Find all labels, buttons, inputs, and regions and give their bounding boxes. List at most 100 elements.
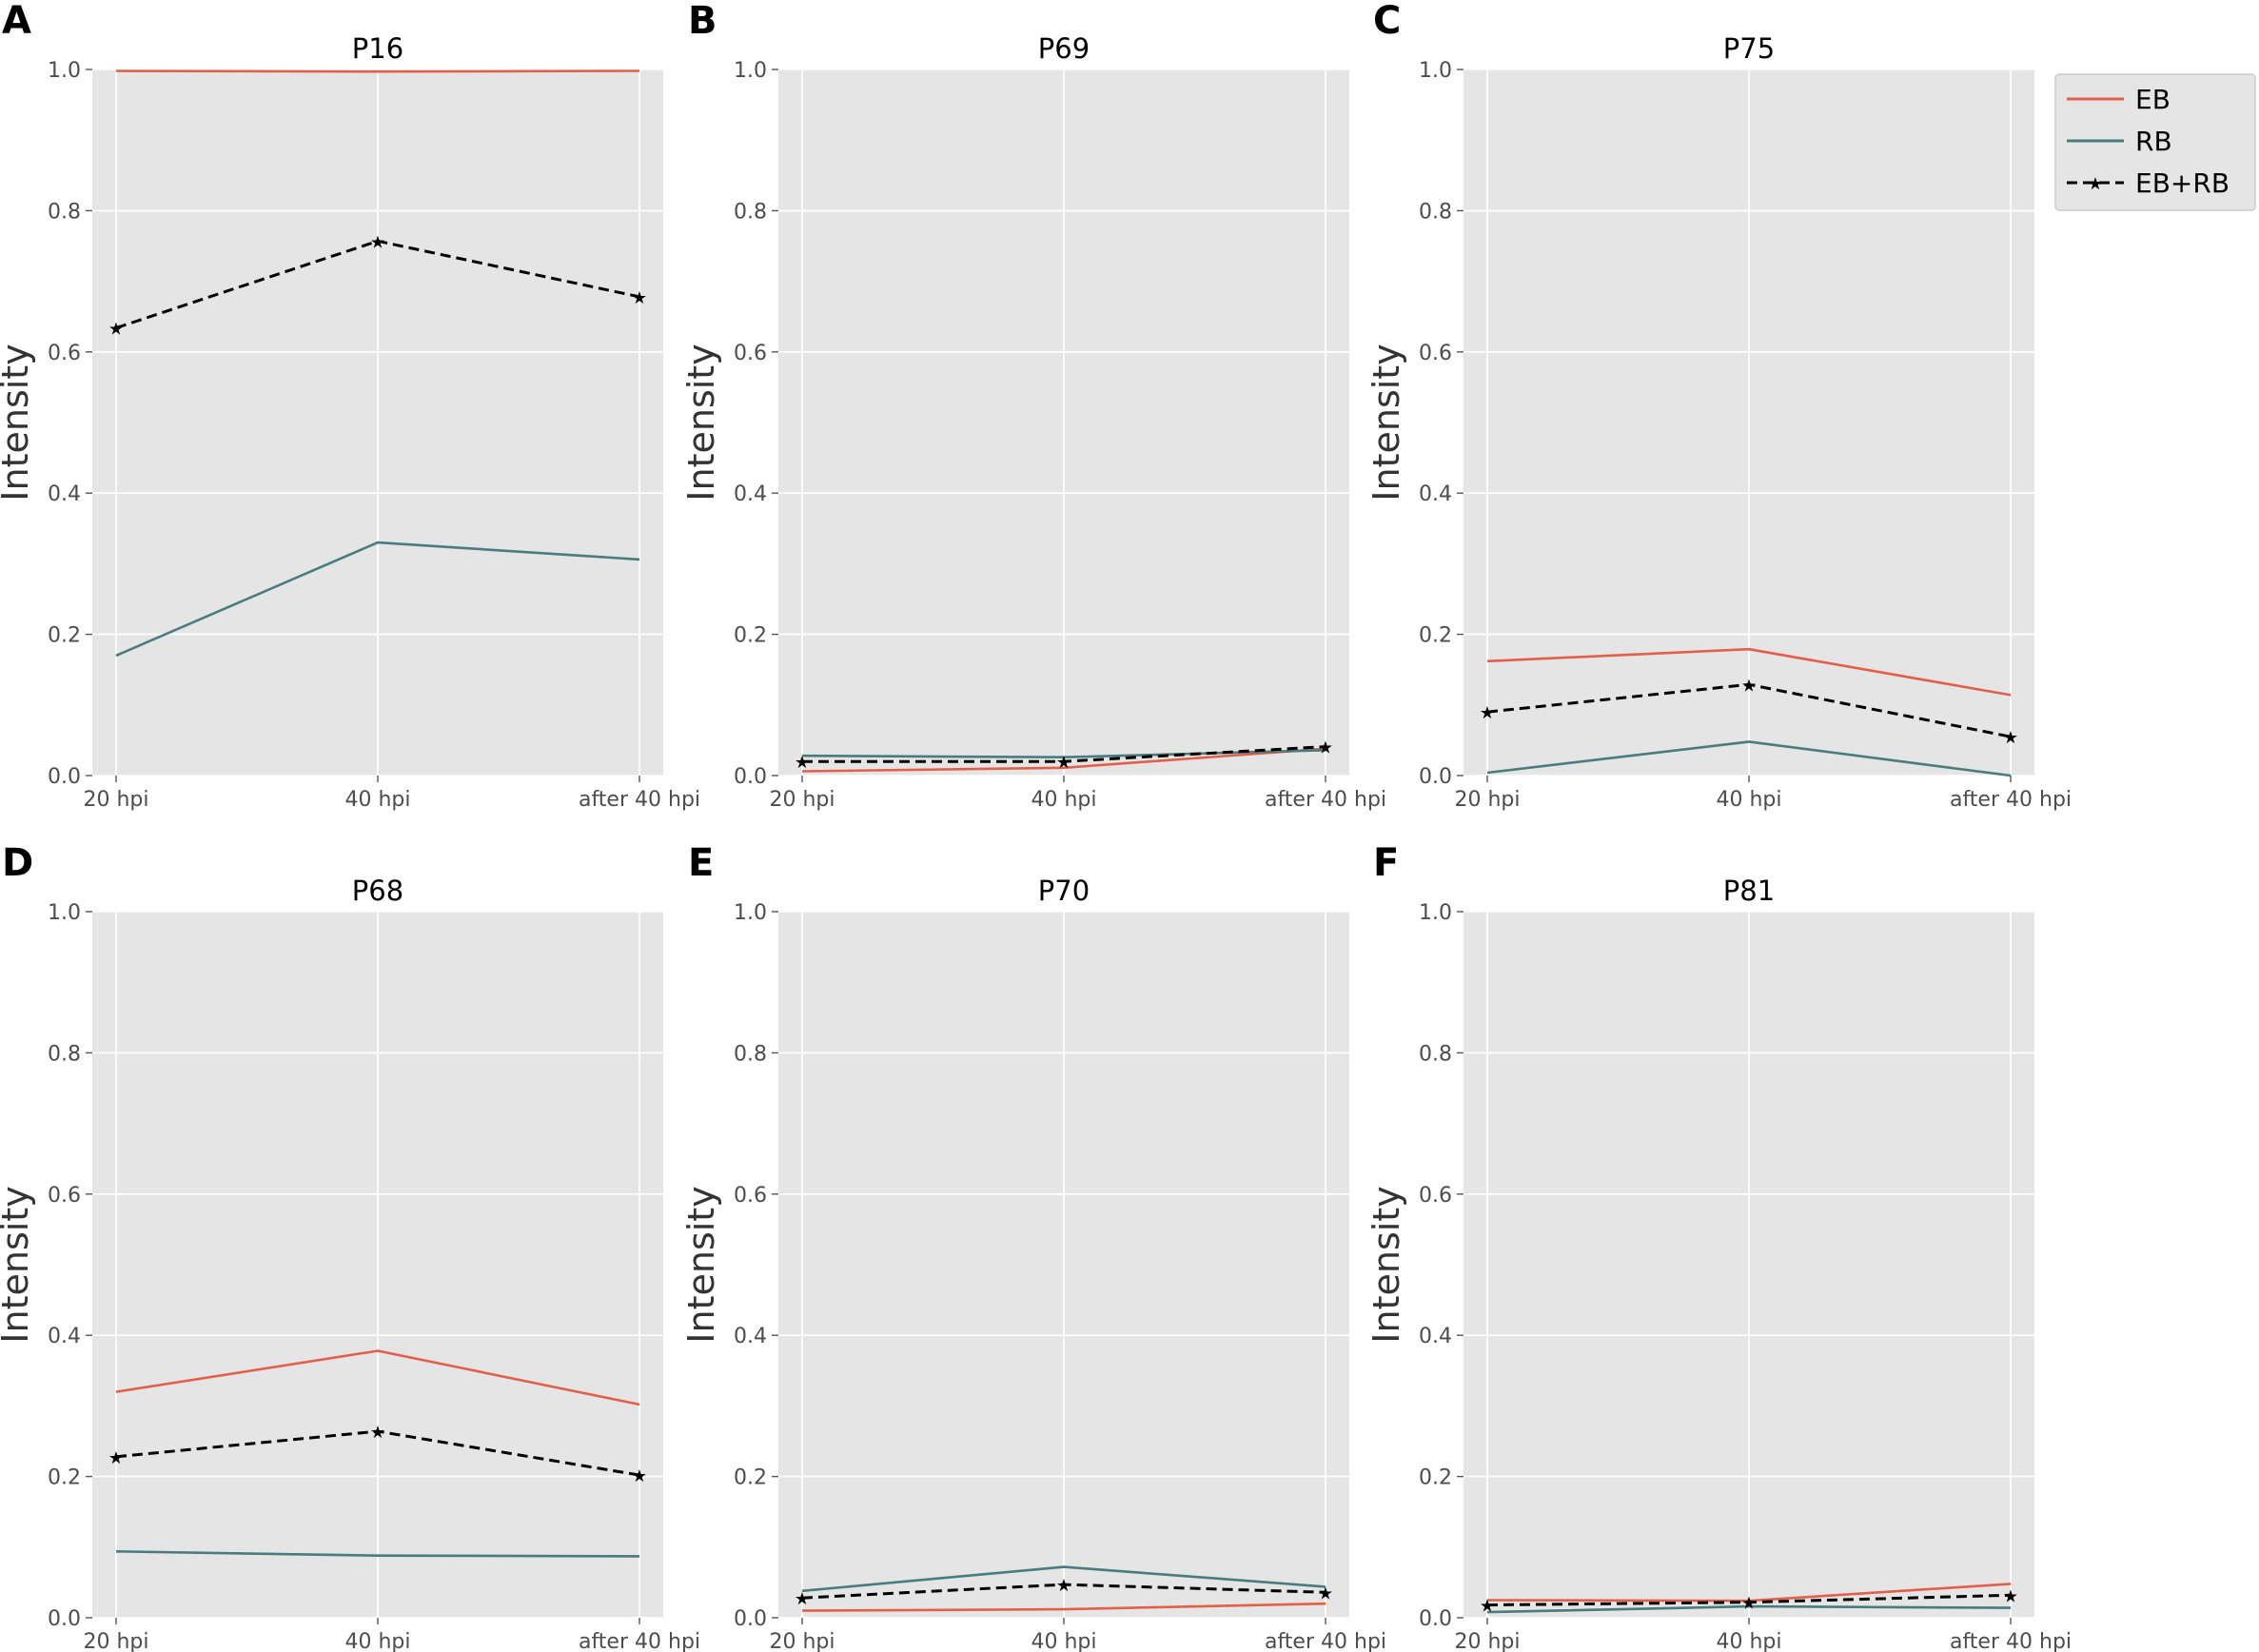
x-tick-label: after 40 hpi [579,1630,700,1652]
data-point-marker: ★ [632,288,647,308]
panel-title: P68 [352,875,403,907]
y-tick-label: 0.2 [1419,624,1452,648]
panel-letter: B [688,0,717,43]
series-line-eb-plus-rb [802,745,1326,763]
data-point-marker: ★ [108,1448,124,1468]
data-point-marker: ★ [632,1466,647,1486]
x-tick-label: 20 hpi [83,1630,148,1652]
data-point-marker: ★ [1318,1583,1333,1603]
y-tick-label: 0.8 [1419,1042,1452,1066]
series-line-rb [1486,1604,2012,1614]
panel-title: P70 [1038,875,1090,907]
data-point-marker: ★ [1741,1594,1757,1614]
y-tick-label: 1.0 [48,901,81,925]
x-tick-label: after 40 hpi [1265,1630,1386,1652]
y-tick-label: 0.6 [734,1184,767,1208]
panel-title: P81 [1723,875,1775,907]
data-point-marker: ★ [1318,738,1333,758]
panel-b: 0.0 0.2 0.4 0.6 0.8 1.0 20 hpi 40 hpi after 40 h… [680,0,1386,812]
y-tick-label: 0.2 [48,624,81,648]
x-tick-label: after 40 hpi [1265,788,1386,812]
x-tick-label: 40 hpi [1716,1630,1781,1652]
x-tick-label: after 40 hpi [1950,1630,2072,1652]
legend-marker: ★ [2088,174,2103,194]
x-tick-label: after 40 hpi [579,788,700,812]
y-tick-label: 0.0 [1419,1607,1452,1631]
y-tick-label: 0.8 [734,1042,767,1066]
series-line-eb-plus-rb [801,1583,1326,1600]
series-line-rb [115,541,640,658]
series-line-eb-plus-rb [115,239,640,330]
y-tick-label: 1.0 [1419,59,1452,83]
panel-letter: F [1373,841,1399,885]
y-tick-label: 0.2 [48,1466,81,1490]
x-tick-label: 40 hpi [1716,788,1781,812]
panel-letter: D [2,841,33,885]
y-tick-label: 0.4 [734,482,767,506]
y-tick-label: 0.0 [48,765,81,789]
x-tick-label: 20 hpi [769,1630,835,1652]
panel-title: P75 [1723,32,1775,65]
y-tick-label: 0.4 [1419,1325,1452,1348]
series-line-eb [801,747,1326,773]
y-axis-title: Intensity [1365,344,1407,501]
series-line-rb [801,1565,1326,1593]
data-point-marker: ★ [2003,728,2018,748]
x-tick-label: 40 hpi [1031,1630,1096,1652]
y-tick-label: 0.4 [1419,482,1452,506]
series-line-rb [115,1550,640,1558]
panel-title: P69 [1038,32,1090,65]
y-tick-label: 0.6 [734,342,767,365]
series-line-eb [115,69,640,73]
y-tick-label: 0.0 [734,1607,767,1631]
x-tick-label: 20 hpi [769,788,835,812]
series-line-eb-plus-rb [1486,682,2012,738]
panel-f: 0.0 0.2 0.4 0.6 0.8 1.0 20 hpi 40 hpi after 40 h… [1365,841,2072,1652]
y-tick-label: 1.0 [48,59,81,83]
y-tick-label: 0.8 [48,1042,81,1066]
data-point-marker: ★ [370,1423,385,1443]
series-line-eb-plus-rb [1486,1593,2012,1607]
data-point-marker: ★ [795,753,810,773]
y-axis-title: Intensity [680,344,722,501]
y-tick-label: 0.0 [1419,765,1452,789]
x-tick-label: 20 hpi [1454,1630,1520,1652]
y-axis-title: Intensity [680,1186,722,1343]
y-axis-title: Intensity [1365,1186,1407,1343]
y-tick-label: 0.8 [1419,200,1452,224]
y-tick-label: 0.6 [1419,342,1452,365]
y-axis-title: Intensity [0,344,36,501]
panel-c: 0.0 0.2 0.4 0.6 0.8 1.0 20 hpi 40 hpi after 40 h… [1365,0,2072,812]
data-point-marker: ★ [1741,676,1757,696]
series-line-rb [1486,740,2012,777]
data-point-marker: ★ [795,1589,810,1609]
legend: EB RB ★ EB+RB [2054,73,2256,211]
y-tick-label: 0.6 [48,1184,81,1208]
y-tick-label: 0.4 [48,1325,81,1348]
panel-e: 0.0 0.2 0.4 0.6 0.8 1.0 20 hpi 40 hpi after 40 h… [680,841,1386,1652]
x-tick-label: after 40 hpi [1950,788,2072,812]
y-tick-label: 0.6 [48,342,81,365]
y-tick-label: 0.8 [48,200,81,224]
series-line-rb [801,749,1326,759]
data-point-marker: ★ [2003,1586,2018,1606]
panel-letter: E [688,841,714,885]
series-line-eb [1486,647,2012,697]
y-tick-label: 1.0 [1419,901,1452,925]
data-point-marker: ★ [1056,753,1071,773]
panel-d: 0.0 0.2 0.4 0.6 0.8 1.0 20 hpi 40 hpi after 40 h… [0,841,700,1652]
data-point-marker: ★ [1480,703,1495,723]
legend-label: RB [2135,126,2172,157]
panel-letter: C [1373,0,1401,43]
series-line-eb [801,1602,1326,1612]
data-point-marker: ★ [370,232,385,252]
legend-box [2054,73,2256,211]
y-tick-label: 0.4 [48,482,81,506]
panel-a: 0.0 0.2 0.4 0.6 0.8 1.0 20 hpi 40 hpi after 40 h… [0,0,700,812]
y-tick-label: 0.2 [1419,1466,1452,1490]
y-tick-label: 0.8 [734,200,767,224]
y-tick-label: 1.0 [734,59,767,83]
legend-label: EB [2135,84,2171,115]
panel-title: P16 [352,32,403,65]
